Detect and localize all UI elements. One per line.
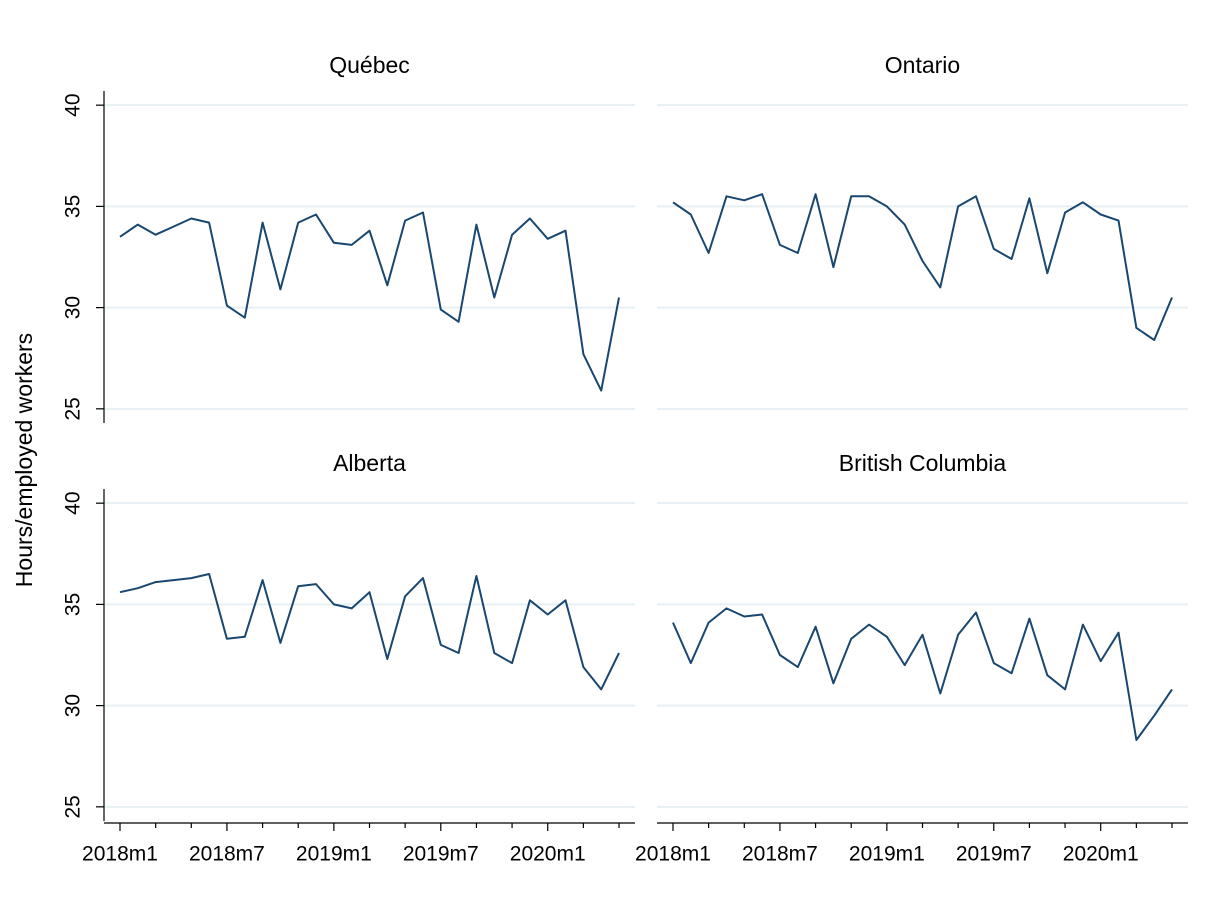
x-tick-label: 2019m7 — [403, 843, 479, 866]
y-tick-label: 30 — [62, 694, 85, 717]
panel-title: Québec — [329, 52, 410, 78]
data-line — [672, 193, 1173, 341]
x-tick-label: 2020m1 — [1063, 843, 1139, 866]
x-tick-label: 2019m7 — [956, 843, 1032, 866]
y-tick-label: 25 — [62, 397, 85, 420]
x-tick-label: 2019m1 — [296, 843, 372, 866]
y-tick-label: 25 — [62, 795, 85, 818]
y-tick-label: 35 — [62, 593, 85, 616]
x-tick-label: 2018m7 — [742, 843, 818, 866]
x-tick-label: 2018m7 — [189, 843, 265, 866]
x-tick-label: 2019m1 — [849, 843, 925, 866]
data-line — [672, 607, 1173, 741]
panel-title: Alberta — [333, 450, 406, 476]
y-axis-label: Hours/employed workers — [11, 333, 37, 587]
panel-title: British Columbia — [839, 450, 1007, 476]
data-line — [119, 211, 620, 392]
panel-title: Ontario — [885, 52, 960, 78]
y-tick-label: 40 — [62, 491, 85, 514]
y-tick-label: 30 — [62, 296, 85, 319]
x-tick-label: 2018m1 — [82, 843, 158, 866]
y-tick-label: 40 — [62, 93, 85, 116]
data-line — [119, 573, 620, 691]
x-tick-label: 2020m1 — [510, 843, 586, 866]
y-tick-label: 35 — [62, 195, 85, 218]
x-tick-label: 2018m1 — [635, 843, 711, 866]
